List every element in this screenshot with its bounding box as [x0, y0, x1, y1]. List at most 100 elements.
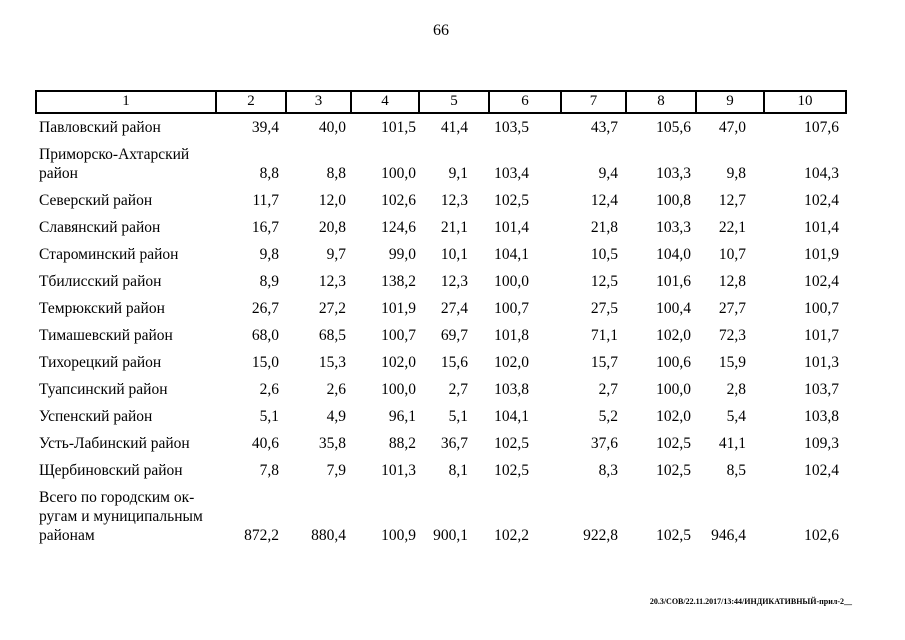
value-cell: 104,1 — [494, 246, 529, 263]
value-cell: 10,1 — [440, 246, 468, 263]
page-number: 66 — [433, 22, 449, 39]
value-cell: 12,3 — [440, 273, 468, 290]
value-cell: 88,2 — [388, 435, 416, 452]
district-name-cell: Всего по городским ок- ругам и муниципал… — [39, 489, 203, 544]
value-cell: 21,8 — [590, 219, 618, 236]
value-cell: 101,4 — [494, 219, 529, 236]
table-row: Успенский район 5,1 4,9 96,1 5,1 104,1 5,2 102,… — [36, 403, 846, 430]
value-cell: 102,5 — [656, 527, 691, 544]
value-cell: 103,3 — [656, 165, 691, 182]
district-name-cell: Тимашевский район — [39, 327, 173, 344]
value-cell: 102,5 — [494, 435, 529, 452]
table-row: Староминский район 9,8 9,7 99,0 10,1 104,1 10,… — [36, 241, 846, 268]
column-header: 7 — [560, 90, 627, 114]
value-cell: 41,4 — [440, 119, 468, 136]
value-cell: 9,1 — [448, 165, 468, 182]
value-cell: 124,6 — [381, 219, 416, 236]
column-header: 4 — [350, 90, 420, 114]
value-cell: 880,4 — [311, 527, 346, 544]
value-cell: 100,7 — [494, 300, 529, 317]
table-row: Тимашевский район 68,0 68,5 100,7 69,7 101,8 7… — [36, 322, 846, 349]
value-cell: 40,0 — [318, 119, 346, 136]
data-table-body: Павловский район 39,4 40,0 101,5 41,4 103,5 43… — [36, 113, 846, 549]
value-cell: 101,9 — [381, 300, 416, 317]
value-cell: 20,8 — [318, 219, 346, 236]
value-cell: 12,5 — [590, 273, 618, 290]
value-cell: 872,2 — [244, 527, 279, 544]
value-cell: 68,5 — [318, 327, 346, 344]
value-cell: 71,1 — [590, 327, 618, 344]
value-cell: 8,5 — [726, 462, 746, 479]
table-row: Щербиновский район 7,8 7,9 101,3 8,1 102,5 8,3… — [36, 457, 846, 484]
value-cell: 101,7 — [804, 327, 839, 344]
table-row: Тбилисский район 8,9 12,3 138,2 12,3 100,0 12,… — [36, 268, 846, 295]
value-cell: 102,0 — [656, 327, 691, 344]
column-header: 1 — [35, 90, 217, 114]
district-name-cell: Приморско-Ахтарский район — [39, 146, 190, 182]
value-cell: 43,7 — [590, 119, 618, 136]
value-cell: 5,1 — [448, 408, 468, 425]
value-cell: 27,7 — [718, 300, 746, 317]
value-cell: 16,7 — [251, 219, 279, 236]
column-header: 9 — [695, 90, 765, 114]
value-cell: 47,0 — [718, 119, 746, 136]
value-cell: 72,3 — [718, 327, 746, 344]
value-cell: 5,2 — [598, 408, 618, 425]
document-table: 1 2 3 4 5 6 7 8 9 10 Павловский район 39,4 40,0 101,… — [35, 90, 847, 549]
value-cell: 35,8 — [318, 435, 346, 452]
value-cell: 27,5 — [590, 300, 618, 317]
value-cell: 15,3 — [318, 354, 346, 371]
value-cell: 104,1 — [494, 408, 529, 425]
value-cell: 27,2 — [318, 300, 346, 317]
value-cell: 26,7 — [251, 300, 279, 317]
value-cell: 7,8 — [259, 462, 279, 479]
value-cell: 68,0 — [251, 327, 279, 344]
value-cell: 102,0 — [656, 408, 691, 425]
value-cell: 101,6 — [656, 273, 691, 290]
table-row: Всего по городским ок- ругам и муниципал… — [36, 484, 846, 549]
value-cell: 2,7 — [598, 381, 618, 398]
value-cell: 69,7 — [440, 327, 468, 344]
value-cell: 2,8 — [726, 381, 746, 398]
value-cell: 15,7 — [590, 354, 618, 371]
value-cell: 100,8 — [656, 192, 691, 209]
column-header: 3 — [285, 90, 352, 114]
value-cell: 7,9 — [326, 462, 346, 479]
value-cell: 8,3 — [598, 462, 618, 479]
value-cell: 138,2 — [381, 273, 416, 290]
district-name-cell: Тихорецкий район — [39, 354, 162, 371]
value-cell: 2,7 — [448, 381, 468, 398]
value-cell: 100,0 — [381, 381, 416, 398]
value-cell: 101,4 — [804, 219, 839, 236]
value-cell: 100,7 — [381, 327, 416, 344]
value-cell: 12,8 — [718, 273, 746, 290]
column-header: 2 — [215, 90, 287, 114]
district-name-cell: Щербиновский район — [39, 462, 183, 479]
value-cell: 946,4 — [711, 527, 746, 544]
value-cell: 104,0 — [656, 246, 691, 263]
value-cell: 105,6 — [656, 119, 691, 136]
value-cell: 2,6 — [326, 381, 346, 398]
value-cell: 100,0 — [381, 165, 416, 182]
district-name-cell: Северский район — [39, 192, 153, 209]
district-name-cell: Павловский район — [39, 119, 161, 136]
value-cell: 101,3 — [381, 462, 416, 479]
value-cell: 102,5 — [494, 192, 529, 209]
value-cell: 102,0 — [494, 354, 529, 371]
value-cell: 12,3 — [318, 273, 346, 290]
value-cell: 100,0 — [656, 381, 691, 398]
column-header: 5 — [418, 90, 490, 114]
district-name-cell: Тбилисский район — [39, 273, 162, 290]
value-cell: 103,4 — [494, 165, 529, 182]
value-cell: 8,9 — [259, 273, 279, 290]
value-cell: 103,5 — [494, 119, 529, 136]
district-name-cell: Темрюкский район — [39, 300, 165, 317]
table-row: Темрюкский район 26,7 27,2 101,9 27,4 100,7 27… — [36, 295, 846, 322]
table-header-row: 1 2 3 4 5 6 7 8 9 10 — [35, 90, 847, 114]
value-cell: 8,8 — [259, 165, 279, 182]
value-cell: 107,6 — [804, 119, 839, 136]
value-cell: 109,3 — [804, 435, 839, 452]
value-cell: 36,7 — [440, 435, 468, 452]
value-cell: 100,9 — [381, 527, 416, 544]
value-cell: 5,1 — [259, 408, 279, 425]
